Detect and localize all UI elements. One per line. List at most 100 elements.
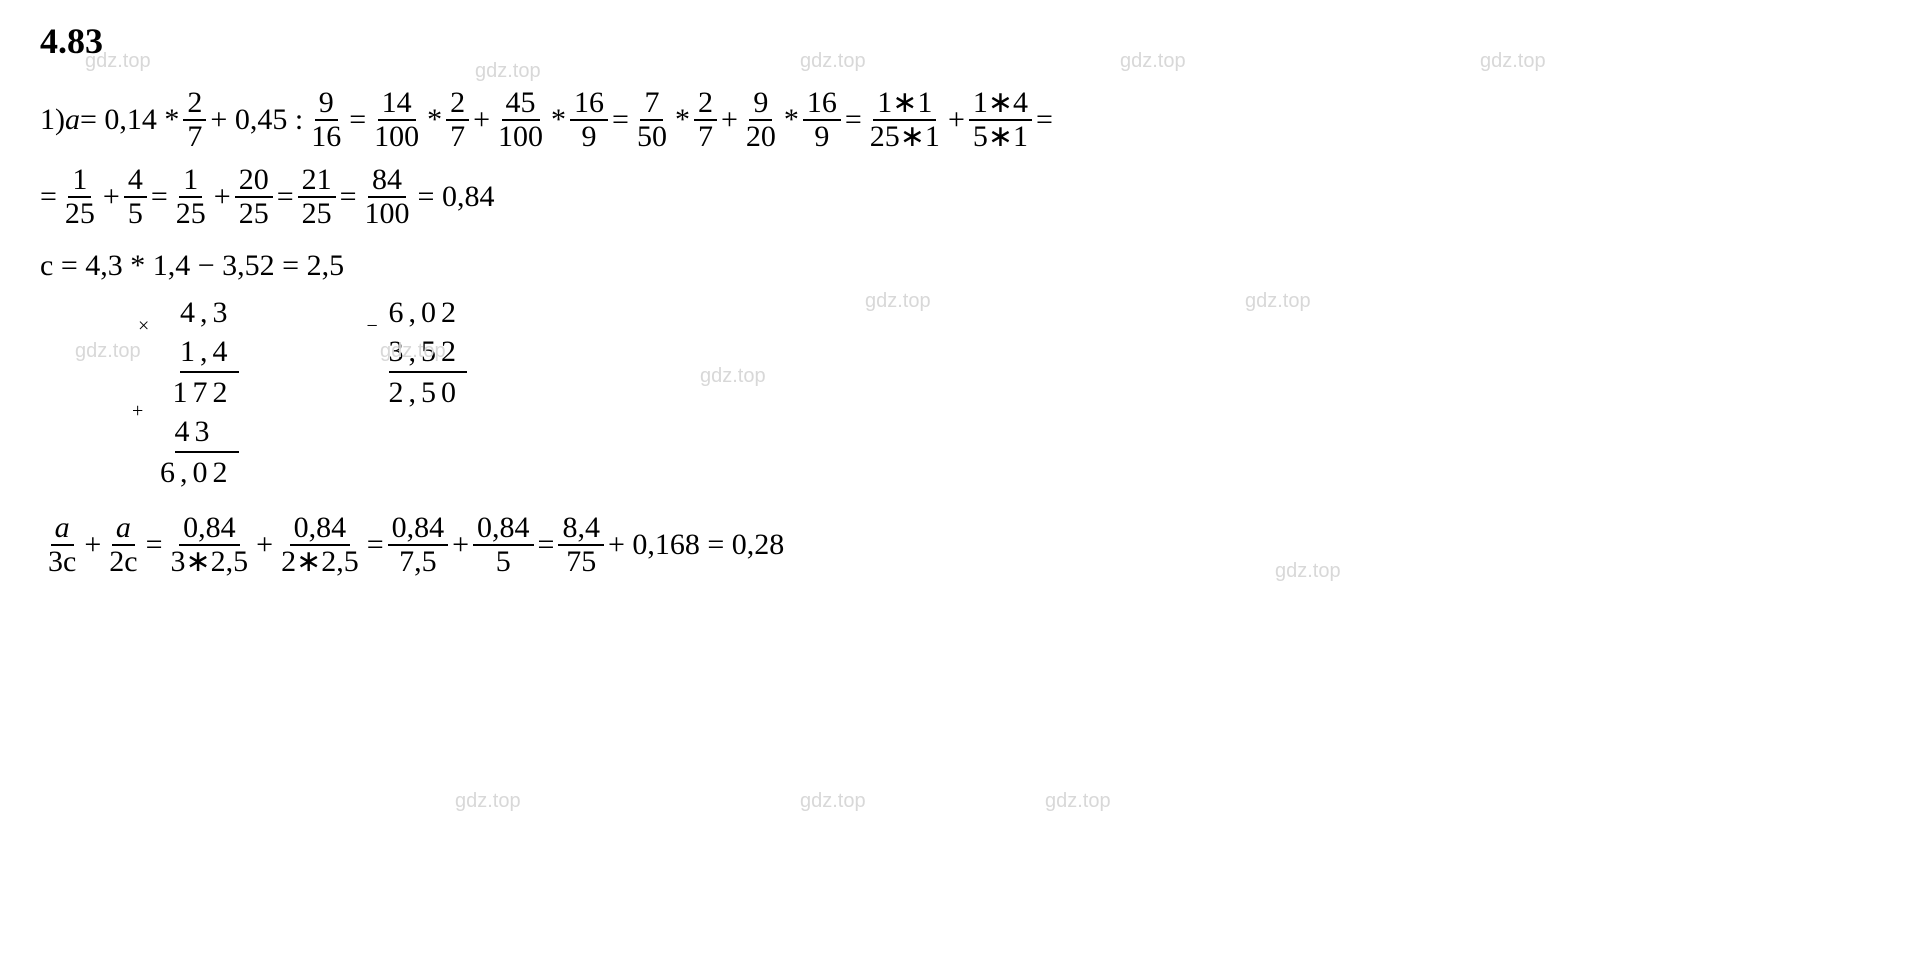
numerator: 21 xyxy=(298,164,336,198)
tail-text: = xyxy=(1036,103,1053,137)
denominator: 3с xyxy=(44,546,80,578)
fraction: 920 xyxy=(742,87,780,152)
star-text: * xyxy=(551,103,566,137)
denominator: 5 xyxy=(492,546,515,578)
denominator: 9 xyxy=(578,121,601,153)
star-text: * xyxy=(427,103,442,137)
fraction: 169 xyxy=(570,87,608,152)
numerator: 45 xyxy=(502,87,540,121)
exercise-heading: 4.83 xyxy=(40,20,1879,62)
denominator: 7,5 xyxy=(395,546,441,578)
denominator: 25∗1 xyxy=(866,121,944,153)
denominator: 25 xyxy=(172,198,210,230)
denominator: 20 xyxy=(742,121,780,153)
watermark: gdz.top xyxy=(800,790,866,813)
fraction: 2025 xyxy=(235,164,273,229)
numerator: a xyxy=(51,512,74,546)
numerator: 16 xyxy=(570,87,608,121)
fraction: 0,843∗2,5 xyxy=(167,512,253,577)
calc-row: 4,3 xyxy=(180,293,239,332)
equation-a-row-2: = 125 + 45 = 125 + 2025 = 2125 = 84100 =… xyxy=(40,164,1879,229)
denominator: 7 xyxy=(694,121,717,153)
calc-row: 3,52 xyxy=(389,332,468,373)
calc-row: 172 xyxy=(173,373,239,412)
fraction: 0,847,5 xyxy=(388,512,449,577)
numerator: 2 xyxy=(694,87,717,121)
minus-icon: − xyxy=(367,313,378,339)
plus-icon: + xyxy=(132,398,143,424)
plus-text: + 0,45 : xyxy=(210,103,303,137)
denominator: 7 xyxy=(446,121,469,153)
fraction: 8,475 xyxy=(558,512,604,577)
eq-text: = xyxy=(845,103,862,137)
plus-text: + xyxy=(84,528,101,562)
numerator: 84 xyxy=(368,164,406,198)
fraction: 45 xyxy=(124,164,147,229)
tail-text: + 0,168 = 0,28 xyxy=(608,528,784,562)
denominator: 3∗2,5 xyxy=(167,546,253,578)
denominator: 9 xyxy=(810,121,833,153)
equation-c: c = 4,3 * 1,4 − 3,52 = 2,5 xyxy=(40,249,1879,283)
plus-text: + xyxy=(103,180,120,214)
eq-text: = xyxy=(538,528,555,562)
calc-row: 2,50 xyxy=(389,373,468,412)
numerator: 1 xyxy=(179,164,202,198)
fraction: 45100 xyxy=(494,87,547,152)
numerator: 1 xyxy=(68,164,91,198)
plus-text: + xyxy=(452,528,469,562)
fraction: 916 xyxy=(307,87,345,152)
fraction: 84100 xyxy=(361,164,414,229)
fraction: 169 xyxy=(803,87,841,152)
numerator: 4 xyxy=(124,164,147,198)
denominator: 2∗2,5 xyxy=(277,546,363,578)
denominator: 2с xyxy=(105,546,141,578)
numerator: 9 xyxy=(315,87,338,121)
denominator: 100 xyxy=(370,121,423,153)
eq-text: = 0,14 * xyxy=(80,103,179,137)
calc-row: 43 xyxy=(175,412,239,453)
subtract-column: − 6,02 3,52 2,50 xyxy=(389,293,468,492)
numerator: 20 xyxy=(235,164,273,198)
numerator: 2 xyxy=(446,87,469,121)
denominator: 50 xyxy=(633,121,671,153)
numerator: a xyxy=(112,512,135,546)
fraction: 0,845 xyxy=(473,512,534,577)
prefix-text: 1) xyxy=(40,103,65,137)
watermark: gdz.top xyxy=(455,790,521,813)
eq-text: = xyxy=(151,180,168,214)
calc-row: 6,02 xyxy=(389,293,468,332)
plus-text: + xyxy=(948,103,965,137)
fraction: 750 xyxy=(633,87,671,152)
numerator: 0,84 xyxy=(388,512,449,546)
plus-text: + xyxy=(473,103,490,137)
numerator: 9 xyxy=(749,87,772,121)
fraction: 14100 xyxy=(370,87,423,152)
numerator: 16 xyxy=(803,87,841,121)
denominator: 5 xyxy=(124,198,147,230)
column-calc-group: × 4,3 1,4 + 172 43 6,02 − 6,02 3,52 2,50 xyxy=(160,293,1879,492)
denominator: 5∗1 xyxy=(969,121,1032,153)
star-text: * xyxy=(784,103,799,137)
plus-text: + xyxy=(256,528,273,562)
fraction: 27 xyxy=(694,87,717,152)
numerator: 0,84 xyxy=(290,512,351,546)
numerator: 1∗1 xyxy=(873,87,936,121)
denominator: 75 xyxy=(562,546,600,578)
fraction: a3с xyxy=(44,512,80,577)
numerator: 8,4 xyxy=(558,512,604,546)
plus-text: + xyxy=(214,180,231,214)
plus-text: + xyxy=(721,103,738,137)
numerator: 0,84 xyxy=(179,512,240,546)
final-equation: a3с + a2с = 0,843∗2,5 + 0,842∗2,5 = 0,84… xyxy=(40,512,1879,577)
eq-text: = xyxy=(277,180,294,214)
eq-text: = xyxy=(612,103,629,137)
fraction: a2с xyxy=(105,512,141,577)
fraction: 0,842∗2,5 xyxy=(277,512,363,577)
multiply-column: × 4,3 1,4 + 172 43 6,02 xyxy=(160,293,239,492)
denominator: 25 xyxy=(298,198,336,230)
calc-row: 1,4 xyxy=(180,332,239,373)
eq-text: = xyxy=(340,180,357,214)
denominator: 25 xyxy=(61,198,99,230)
numerator: 0,84 xyxy=(473,512,534,546)
eq-text: = xyxy=(349,103,366,137)
